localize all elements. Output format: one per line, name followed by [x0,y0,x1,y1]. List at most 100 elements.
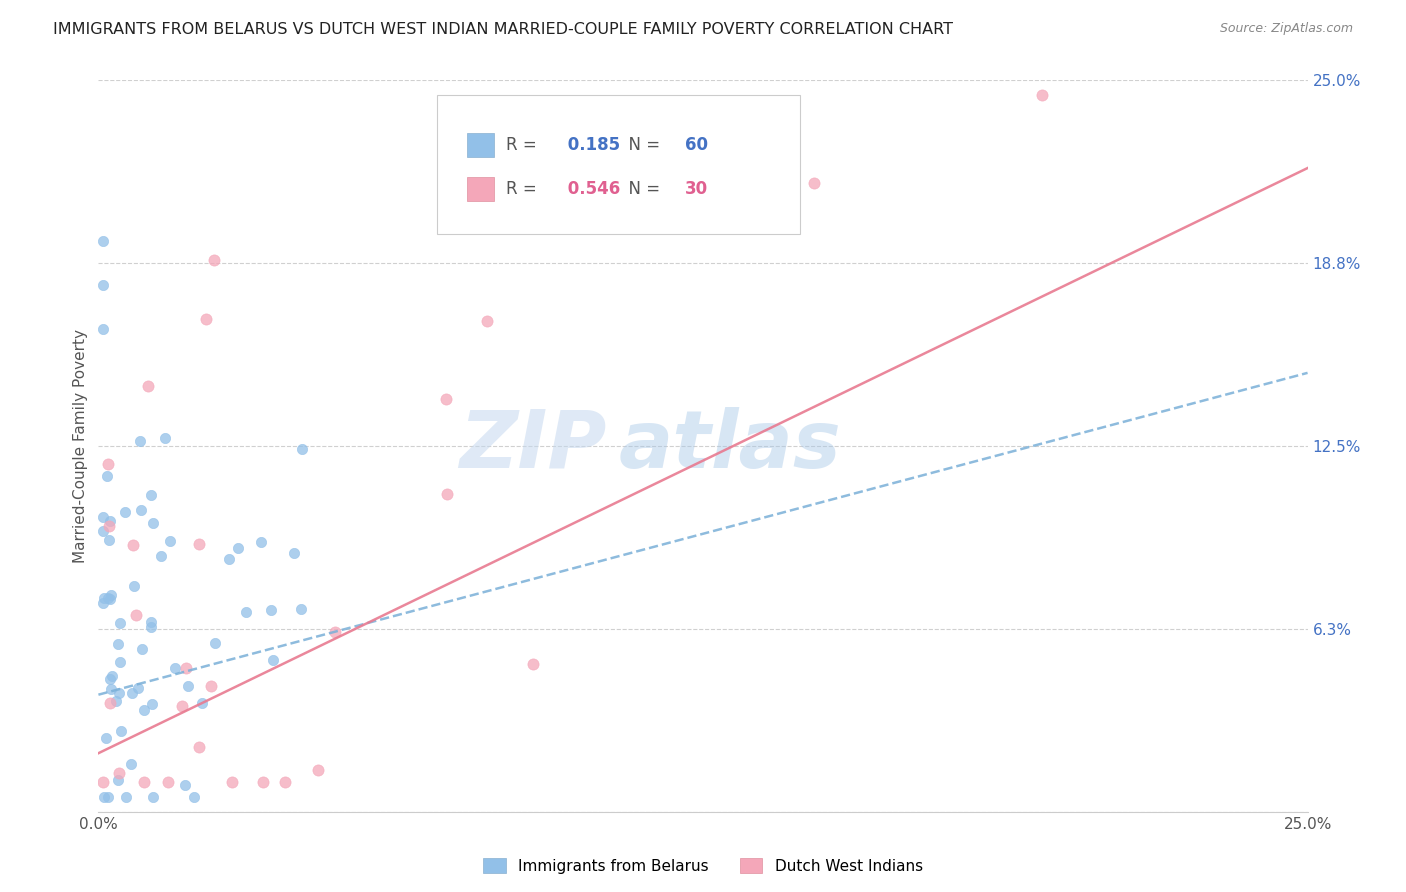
Point [323,624,346,639]
Point [142,516,165,531]
FancyBboxPatch shape [467,133,494,157]
Point [522,657,544,671]
Point [98,592,121,607]
Point [91,596,114,610]
Point [226,541,249,555]
Point [142,790,165,805]
Point [291,442,314,456]
Point [91,775,114,789]
Point [436,392,458,406]
Point [141,615,163,629]
Point [108,616,131,631]
Point [107,773,129,788]
Point [150,549,173,564]
Point [96,469,118,483]
Point [125,608,148,623]
Point [108,655,131,669]
Point [91,510,114,524]
Point [101,668,124,682]
Point [307,763,329,777]
Point [108,686,131,700]
Point [803,176,825,190]
Legend: Immigrants from Belarus, Dutch West Indians: Immigrants from Belarus, Dutch West Indi… [477,852,929,880]
Point [141,488,163,502]
Point [194,312,217,326]
Text: atlas: atlas [619,407,841,485]
Point [100,682,122,697]
Point [513,205,536,219]
Point [156,775,179,789]
Point [114,790,136,805]
Point [174,660,197,674]
Point [98,533,121,548]
Point [252,775,274,789]
Point [110,724,132,739]
Point [159,533,181,548]
Point [163,661,186,675]
Point [183,790,205,805]
Point [218,552,240,566]
Point [641,112,664,127]
Point [235,605,257,619]
Point [260,603,283,617]
Point [98,514,121,528]
Point [108,765,131,780]
Text: Source: ZipAtlas.com: Source: ZipAtlas.com [1219,22,1353,36]
Point [98,518,121,533]
Point [91,524,114,539]
Point [98,697,121,711]
Point [204,636,226,650]
Point [107,637,129,651]
Point [250,535,273,549]
Point [132,775,155,789]
Point [202,252,225,267]
Point [176,679,198,693]
Point [139,620,162,634]
Point [155,431,177,445]
Y-axis label: Married-Couple Family Poverty: Married-Couple Family Poverty [73,329,89,563]
FancyBboxPatch shape [467,177,494,201]
Point [122,538,145,552]
Point [104,694,127,708]
Point [121,686,143,700]
Point [93,591,115,606]
Point [136,379,159,393]
Point [127,681,149,696]
Point [141,697,163,711]
Point [120,757,142,772]
Point [114,505,136,519]
Point [91,322,114,336]
Text: R =: R = [506,136,541,153]
Text: 60: 60 [685,136,707,153]
Point [200,680,222,694]
Text: IMMIGRANTS FROM BELARUS VS DUTCH WEST INDIAN MARRIED-COUPLE FAMILY POVERTY CORRE: IMMIGRANTS FROM BELARUS VS DUTCH WEST IN… [53,22,953,37]
Text: 0.546: 0.546 [561,179,620,197]
Point [122,579,145,593]
Point [100,588,122,602]
Point [283,547,305,561]
Text: 0.185: 0.185 [561,136,620,153]
FancyBboxPatch shape [437,95,800,234]
Point [134,703,156,717]
Point [97,790,120,805]
Text: N =: N = [619,179,665,197]
Point [1031,87,1053,102]
Point [475,314,498,328]
Point [97,458,120,472]
Point [274,775,297,789]
Point [91,278,114,293]
Point [262,653,284,667]
Point [174,779,197,793]
Point [129,502,152,516]
Point [290,602,312,616]
Point [436,487,458,501]
Point [191,696,214,710]
Text: ZIP: ZIP [458,407,606,485]
Point [93,790,115,805]
Point [97,591,120,606]
Point [188,739,211,754]
Text: R =: R = [506,179,541,197]
Point [129,434,152,448]
Point [91,234,114,248]
Point [131,641,153,656]
